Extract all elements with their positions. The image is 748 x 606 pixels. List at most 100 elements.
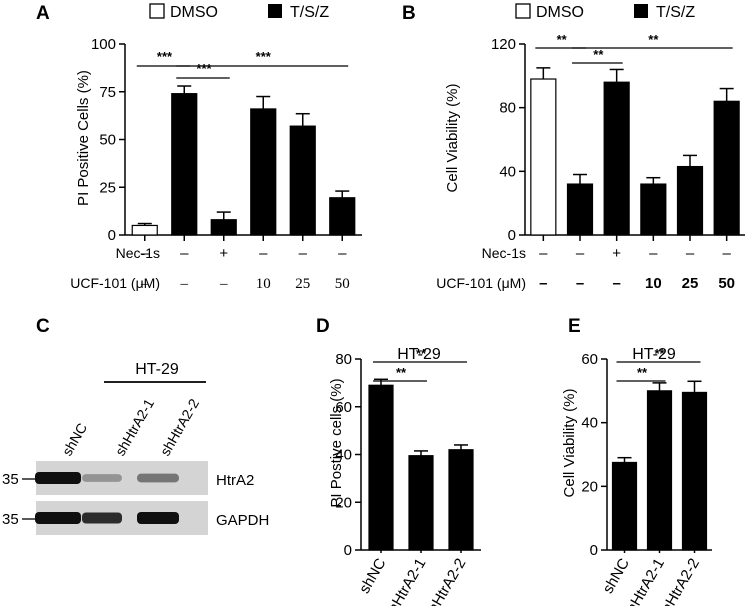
category-label: shHtrA2-2 — [421, 556, 469, 606]
bar — [368, 384, 394, 551]
bar — [611, 461, 638, 551]
treatment-cell: 10 — [645, 275, 662, 292]
bar — [646, 390, 673, 551]
treatment-cell: 10 — [256, 276, 271, 292]
treatment-cell: – — [722, 245, 731, 262]
lane-label-shhtra2-2: shHtrA2-2 — [157, 396, 202, 459]
cell-line-label: HT-29 — [135, 361, 179, 378]
y-tick-label: 40 — [581, 415, 598, 432]
legend-dmso-swatch — [515, 3, 531, 19]
y-tick-label: 50 — [99, 132, 116, 149]
treatment-cell: 50 — [718, 275, 735, 292]
bar — [250, 108, 277, 236]
significance-label: ** — [654, 346, 665, 361]
bar — [448, 449, 474, 551]
band-label-gapdh: GAPDH — [216, 512, 269, 529]
bar — [408, 455, 434, 551]
bar — [289, 125, 316, 236]
significance-label: ** — [557, 32, 568, 47]
chart-title-e: HT-29 — [632, 346, 676, 363]
treatment-cell: – — [649, 245, 658, 262]
treatment-cell: – — [576, 275, 584, 292]
chart-b: 0 40 80 120 ** ** ** – – + – – – – – – 10 25 50 — [491, 32, 745, 292]
panel-letter-e: E — [568, 316, 581, 337]
blot-band-gapdh — [35, 512, 81, 524]
treatment-cell: 25 — [295, 276, 310, 292]
treatment-cell: – — [539, 275, 547, 292]
panel-letter-a: A — [36, 3, 50, 24]
significance-label: ** — [648, 32, 659, 47]
western-blot: HT-29 shNC shHtrA2-1 shHtrA2-2 35 35 Htr… — [2, 361, 269, 535]
y-tick-label: 0 — [590, 542, 598, 559]
y-tick-label: 75 — [99, 84, 116, 101]
y-tick-label: 120 — [491, 36, 516, 53]
blot-band-gapdh — [82, 512, 122, 524]
y-tick-label: 60 — [581, 351, 598, 368]
bar — [640, 183, 667, 236]
bar — [131, 224, 158, 236]
category-label: shHtrA2-1 — [381, 556, 429, 606]
ylabel-b: Cell Viability (%) — [444, 84, 461, 193]
bar — [530, 78, 557, 236]
treatment-cell: – — [219, 276, 228, 292]
y-tick-label: 80 — [335, 351, 352, 368]
treatment-cell: + — [219, 245, 228, 262]
legend-dmso-label: DMSO — [536, 4, 584, 21]
lane-label-shhtra2-1: shHtrA2-1 — [112, 396, 157, 459]
row-label-ucf101-b: UCF-101 (μM) — [436, 275, 526, 291]
significance-label: ** — [637, 365, 648, 380]
legend-dmso-swatch — [149, 3, 165, 19]
treatment-cell: – — [141, 245, 150, 262]
treatment-cell: – — [140, 276, 149, 292]
bar — [210, 219, 237, 236]
row-label-ucf101-a: UCF-101 (μM) — [70, 275, 160, 291]
bar — [566, 183, 594, 236]
y-tick-label: 0 — [508, 227, 516, 244]
category-label: shNC — [599, 555, 633, 596]
treatment-cell: – — [539, 245, 548, 262]
lane-label-shnc: shNC — [59, 420, 90, 458]
bar — [329, 197, 356, 236]
legend-dmso-label: DMSO — [170, 4, 218, 21]
treatment-cell: – — [576, 245, 585, 262]
y-tick-label: 40 — [335, 447, 352, 464]
mw-marker-htra2: 35 — [2, 471, 19, 488]
y-tick-label: 20 — [335, 494, 352, 511]
legend-tsz-swatch — [268, 4, 282, 18]
y-tick-label: 20 — [581, 478, 598, 495]
y-tick-label: 60 — [335, 399, 352, 416]
significance-label: *** — [256, 49, 272, 64]
treatment-cell: – — [180, 245, 189, 262]
blot-band-gapdh — [137, 512, 179, 524]
significance-label: ** — [396, 365, 407, 380]
treatment-cell: – — [180, 276, 189, 292]
legend-tsz-label: T/S/Z — [290, 4, 329, 21]
treatment-cell: 25 — [682, 275, 699, 292]
treatment-cell: – — [259, 245, 268, 262]
significance-label: *** — [157, 49, 173, 64]
category-label: shNC — [356, 555, 390, 596]
bar — [681, 391, 708, 551]
ylabel-a: PI Positive Cells (%) — [75, 70, 92, 206]
y-tick-label: 0 — [108, 227, 116, 244]
y-tick-label: 40 — [499, 163, 516, 180]
panel-letter-c: C — [36, 316, 50, 337]
mw-marker-gapdh: 35 — [2, 511, 19, 528]
treatment-cell: – — [338, 245, 347, 262]
y-tick-label: 100 — [91, 36, 116, 53]
blot-band-htra2 — [35, 472, 81, 484]
y-tick-label: 0 — [344, 542, 352, 559]
y-tick-label: 25 — [99, 179, 116, 196]
row-label-nec1s-a: Nec-1s — [116, 245, 160, 261]
blot-band-htra2 — [137, 473, 179, 483]
treatment-cell: + — [612, 245, 621, 262]
blot-band-htra2 — [82, 474, 122, 482]
chart-title-d: HT-29 — [397, 346, 441, 363]
panel-letter-d: D — [316, 316, 330, 337]
treatment-cell: – — [299, 245, 308, 262]
bar — [603, 81, 630, 236]
legend-b: DMSO T/S/Z — [515, 3, 695, 21]
